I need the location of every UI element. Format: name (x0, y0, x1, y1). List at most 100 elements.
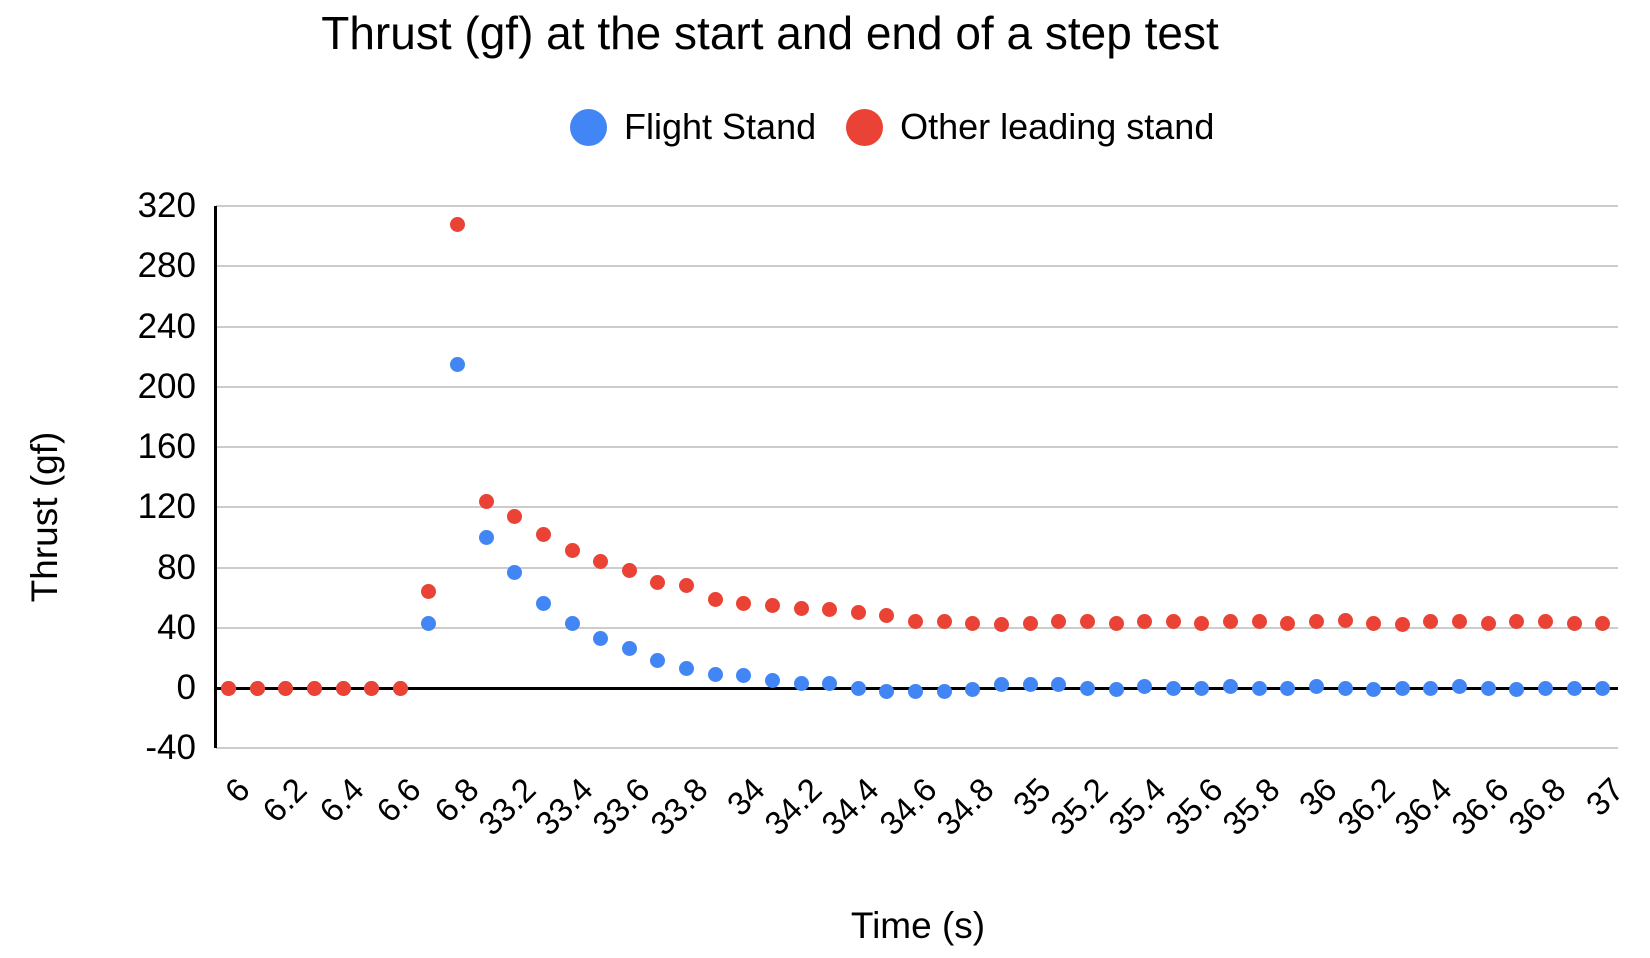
data-point-flight-stand (1452, 678, 1468, 694)
data-point-other-leading-stand (278, 680, 294, 696)
x-tick-label: 35.4 (1100, 770, 1173, 843)
x-tick-label: 35.8 (1215, 770, 1287, 843)
data-point-other-leading-stand (1280, 615, 1296, 631)
data-point-other-leading-stand (1079, 614, 1095, 630)
data-point-flight-stand (736, 668, 752, 684)
legend-marker-red-circle-icon (846, 108, 884, 146)
data-point-flight-stand (1366, 682, 1382, 697)
gridline (216, 385, 1618, 388)
data-point-flight-stand (1537, 680, 1553, 696)
data-point-flight-stand (1423, 680, 1439, 696)
legend-marker-blue-circle-icon (570, 108, 607, 146)
y-axis-line (214, 206, 217, 748)
x-tick-label: 33.6 (585, 770, 658, 843)
x-tick-label: 34.6 (871, 770, 944, 843)
y-tick-label: 0 (176, 668, 196, 707)
data-point-flight-stand (1194, 680, 1210, 696)
y-tick-label: 320 (137, 186, 196, 226)
data-point-flight-stand (793, 675, 809, 691)
x-tick-label: 34.4 (814, 770, 887, 843)
data-point-other-leading-stand (1337, 612, 1353, 628)
data-point-other-leading-stand (736, 596, 752, 612)
data-point-flight-stand (1108, 682, 1124, 697)
gridline (216, 205, 1618, 208)
data-point-flight-stand (1337, 680, 1353, 696)
data-point-other-leading-stand (507, 508, 523, 524)
data-point-other-leading-stand (450, 216, 466, 232)
data-point-other-leading-stand (421, 584, 437, 600)
data-point-other-leading-stand (1595, 615, 1611, 631)
data-point-flight-stand (764, 672, 780, 688)
data-point-flight-stand (1079, 680, 1095, 696)
data-point-other-leading-stand (1022, 615, 1038, 631)
data-point-other-leading-stand (850, 605, 866, 621)
y-tick-label: 280 (137, 246, 196, 286)
data-point-other-leading-stand (593, 553, 609, 569)
data-point-other-leading-stand (650, 575, 666, 591)
data-point-flight-stand (679, 660, 695, 676)
data-point-flight-stand (936, 683, 952, 699)
gridline (216, 506, 1618, 509)
data-point-other-leading-stand (221, 680, 236, 696)
data-point-other-leading-stand (1394, 617, 1410, 633)
data-point-flight-stand (965, 682, 981, 697)
data-point-other-leading-stand (1223, 614, 1239, 630)
data-point-other-leading-stand (994, 617, 1009, 633)
legend-item-flight-stand: Flight Stand (570, 106, 816, 148)
data-point-other-leading-stand (822, 602, 838, 618)
data-point-other-leading-stand (764, 597, 780, 613)
x-tick-label: 36.4 (1387, 770, 1459, 843)
data-point-flight-stand (1051, 677, 1067, 693)
data-point-other-leading-stand (392, 680, 408, 696)
legend: Flight Stand Other leading stand (570, 104, 1214, 150)
x-tick-label: 33.4 (528, 770, 600, 843)
data-point-other-leading-stand (1480, 615, 1496, 631)
data-point-flight-stand (478, 529, 494, 545)
legend-label-other-leading-stand: Other leading stand (900, 106, 1215, 147)
x-tick-label: 35.2 (1043, 770, 1116, 843)
data-point-flight-stand (822, 675, 838, 691)
y-tick-label: 40 (157, 607, 196, 647)
x-tick-label: 34.8 (929, 770, 1001, 843)
y-tick-label: 200 (137, 366, 196, 406)
data-point-flight-stand (1223, 678, 1239, 694)
data-point-flight-stand (593, 630, 609, 646)
data-point-flight-stand (564, 615, 580, 631)
x-tick-label: 35.6 (1158, 770, 1230, 843)
data-point-flight-stand (908, 683, 924, 699)
data-point-flight-stand (850, 680, 866, 696)
data-point-flight-stand (1566, 680, 1582, 696)
data-point-flight-stand (1394, 680, 1410, 696)
data-point-flight-stand (994, 677, 1009, 693)
data-point-flight-stand (1137, 678, 1153, 694)
data-point-flight-stand (1280, 680, 1296, 696)
x-tick-label: 34.2 (757, 770, 829, 843)
x-tick-label: 37 (1578, 770, 1631, 823)
data-point-flight-stand (450, 356, 466, 372)
data-point-other-leading-stand (679, 578, 695, 594)
data-point-other-leading-stand (965, 615, 981, 631)
data-point-other-leading-stand (936, 614, 952, 630)
data-point-other-leading-stand (793, 600, 809, 616)
data-point-other-leading-stand (364, 680, 380, 696)
data-point-flight-stand (421, 615, 437, 631)
data-point-flight-stand (1595, 680, 1611, 696)
data-point-other-leading-stand (1537, 614, 1553, 630)
x-tick-label: 6.4 (312, 770, 371, 830)
data-point-flight-stand (1308, 678, 1324, 694)
data-point-flight-stand (1509, 682, 1525, 697)
data-point-other-leading-stand (707, 591, 723, 607)
data-point-other-leading-stand (335, 680, 351, 696)
data-point-other-leading-stand (1452, 614, 1468, 630)
data-point-other-leading-stand (306, 680, 322, 696)
data-point-flight-stand (535, 596, 551, 612)
gridline (216, 566, 1618, 569)
data-point-other-leading-stand (478, 493, 494, 509)
data-point-flight-stand (1251, 680, 1267, 696)
data-point-other-leading-stand (621, 563, 637, 579)
x-tick-label: 6 (217, 770, 257, 810)
data-point-other-leading-stand (1251, 614, 1267, 630)
y-tick-label: 240 (137, 306, 196, 346)
data-point-other-leading-stand (1308, 614, 1324, 630)
